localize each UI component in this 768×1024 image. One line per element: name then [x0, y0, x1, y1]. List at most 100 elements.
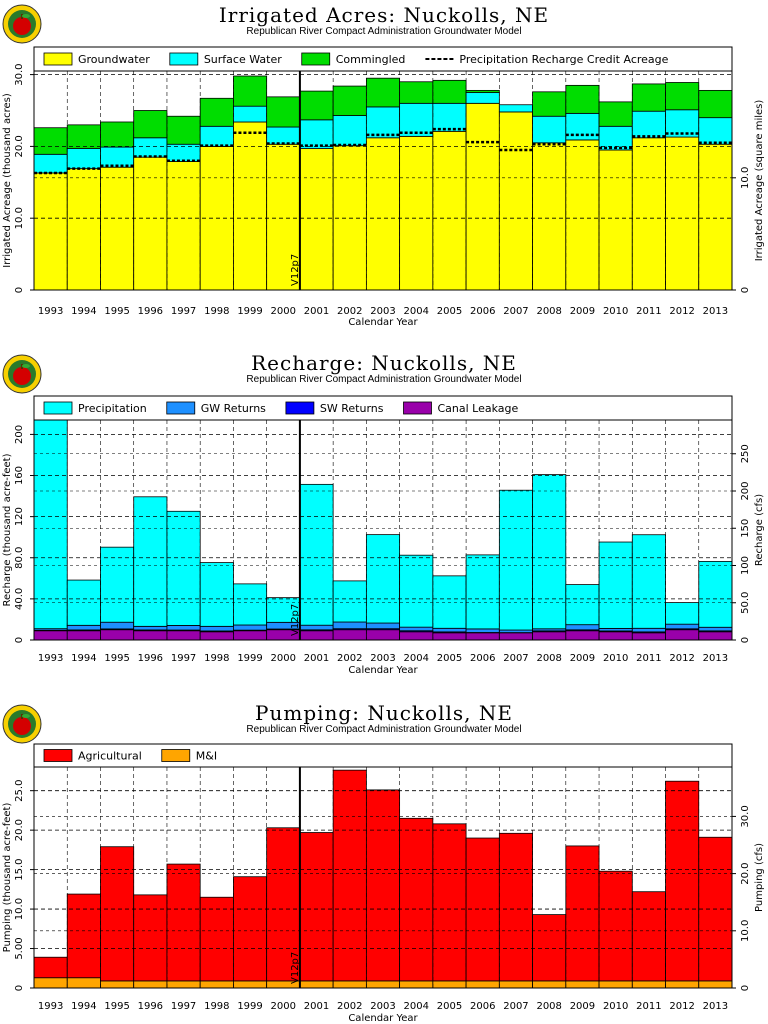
bar-segment [565, 624, 600, 631]
bar-segment [66, 124, 101, 149]
bar-segment [332, 629, 367, 641]
chart-title: Pumping: Nuckolls, NE [255, 701, 513, 725]
x-tick-label: 2003 [370, 306, 395, 317]
legend-swatch [403, 401, 432, 415]
bar-segment [665, 602, 700, 625]
bar-segment [266, 827, 301, 982]
bar-segment [631, 632, 666, 641]
bar-segment [299, 483, 334, 626]
bar-segment [133, 894, 168, 982]
y2-axis-label: Irrigated Acreage (square miles) [754, 100, 765, 262]
bar-segment [532, 474, 567, 630]
bar-segment [365, 629, 401, 641]
bar-segment [233, 121, 268, 291]
x-tick-label: 1998 [204, 1001, 229, 1012]
bar-segment [100, 146, 135, 168]
apple-state-emblem-icon [2, 704, 42, 744]
x-tick-label: 2007 [503, 306, 528, 317]
bar-segment [233, 876, 268, 982]
bar-segment [100, 166, 135, 291]
x-tick-label: 2009 [570, 306, 595, 317]
bar-segment [166, 863, 201, 982]
y2-tick-label: 50.0 [740, 592, 751, 614]
y-tick-label: 10.0 [14, 207, 25, 229]
x-tick-label: 1993 [38, 1001, 63, 1012]
bar-segment [299, 980, 334, 989]
model-marker-label: V12p7 [290, 952, 301, 984]
x-tick-label: 2007 [503, 653, 528, 664]
x-tick-label: 2003 [370, 1001, 395, 1012]
y2-tick-label: 100 [740, 556, 751, 575]
x-tick-label: 2002 [337, 653, 362, 664]
bar-segment [399, 817, 434, 982]
bar-segment [233, 624, 268, 631]
bar-segment [498, 832, 533, 982]
y2-tick-label: 250 [740, 444, 751, 463]
x-axis-label: Calendar Year [348, 665, 418, 676]
bar-segment [332, 115, 367, 147]
y2-tick-label: 0 [740, 985, 751, 991]
legend-swatch [43, 749, 73, 762]
bar-segment [698, 980, 733, 989]
bar-segment [299, 624, 334, 631]
x-tick-label: 1994 [71, 306, 96, 317]
y-tick-label: 25.0 [14, 780, 25, 802]
y2-axis-label: Recharge (cfs) [754, 494, 765, 566]
bar-segment [631, 83, 666, 112]
x-tick-label: 2011 [636, 306, 661, 317]
plot-border [33, 70, 733, 291]
x-tick-label: 2001 [304, 1001, 329, 1012]
bar-segment [532, 980, 567, 989]
bar-segment [432, 102, 467, 132]
bar-segment [66, 630, 101, 641]
bar-segment [432, 79, 467, 104]
bar-segment [631, 534, 666, 629]
y-axis-label: Irrigated Acreage (thousand acres) [2, 93, 13, 268]
x-tick-label: 1997 [171, 306, 196, 317]
x-tick-label: 1996 [138, 1001, 163, 1012]
pumping-chart: Agricultural M&I V12p7 0 5.00 10.0 15.0 20.0 25.… [2, 743, 765, 1024]
bar-segment [465, 89, 500, 93]
y2-tick-label: 10.0 [740, 167, 751, 189]
legend-label: Precipitation Recharge Credit Acreage [459, 53, 668, 66]
bar-segment [100, 846, 135, 982]
x-tick-label: 2005 [437, 1001, 462, 1012]
bar-segment [299, 90, 334, 121]
x-tick-label: 2010 [603, 306, 628, 317]
bar-segment [233, 980, 268, 989]
y2-tick-label: 20.0 [740, 862, 751, 884]
chart-title: Irrigated Acres: Nuckolls, NE [218, 3, 550, 27]
bar-segment [199, 980, 234, 989]
x-tick-label: 2011 [636, 1001, 661, 1012]
x-tick-label: 1999 [237, 1001, 262, 1012]
bar-segment [498, 632, 533, 641]
legend-swatch [43, 401, 73, 415]
bar-segment [133, 496, 168, 627]
chart-subtitle: Republican River Compact Administration … [246, 374, 522, 385]
x-tick-label: 2013 [703, 1001, 728, 1012]
legend-swatch [166, 401, 196, 415]
bar-segment [33, 630, 68, 641]
y-tick-label: 40.0 [14, 588, 25, 610]
bar-segment [498, 104, 533, 113]
bar-segment [332, 85, 367, 116]
x-axis-label: Calendar Year [348, 317, 418, 328]
bar-segment [33, 127, 68, 155]
bar-segment [166, 115, 201, 145]
bar-segment [565, 84, 600, 114]
x-tick-label: 2000 [271, 653, 296, 664]
x-tick-label: 2002 [337, 306, 362, 317]
bar-segment [465, 102, 500, 291]
legend-label: M&I [196, 750, 217, 763]
bar-segment [299, 148, 334, 291]
x-tick-label: 1999 [237, 653, 262, 664]
bar-segment [399, 135, 434, 291]
bar-segment [432, 130, 467, 291]
bar-segment [532, 914, 567, 982]
x-tick-label: 1994 [71, 1001, 96, 1012]
legend-swatch [285, 401, 315, 415]
legend-label: Commingled [336, 53, 406, 66]
bar-segment [233, 75, 268, 107]
apple-state-emblem-icon [2, 4, 42, 44]
irrigated-acres-chart: Groundwater Surface Water Commingled Precip… [2, 46, 765, 328]
